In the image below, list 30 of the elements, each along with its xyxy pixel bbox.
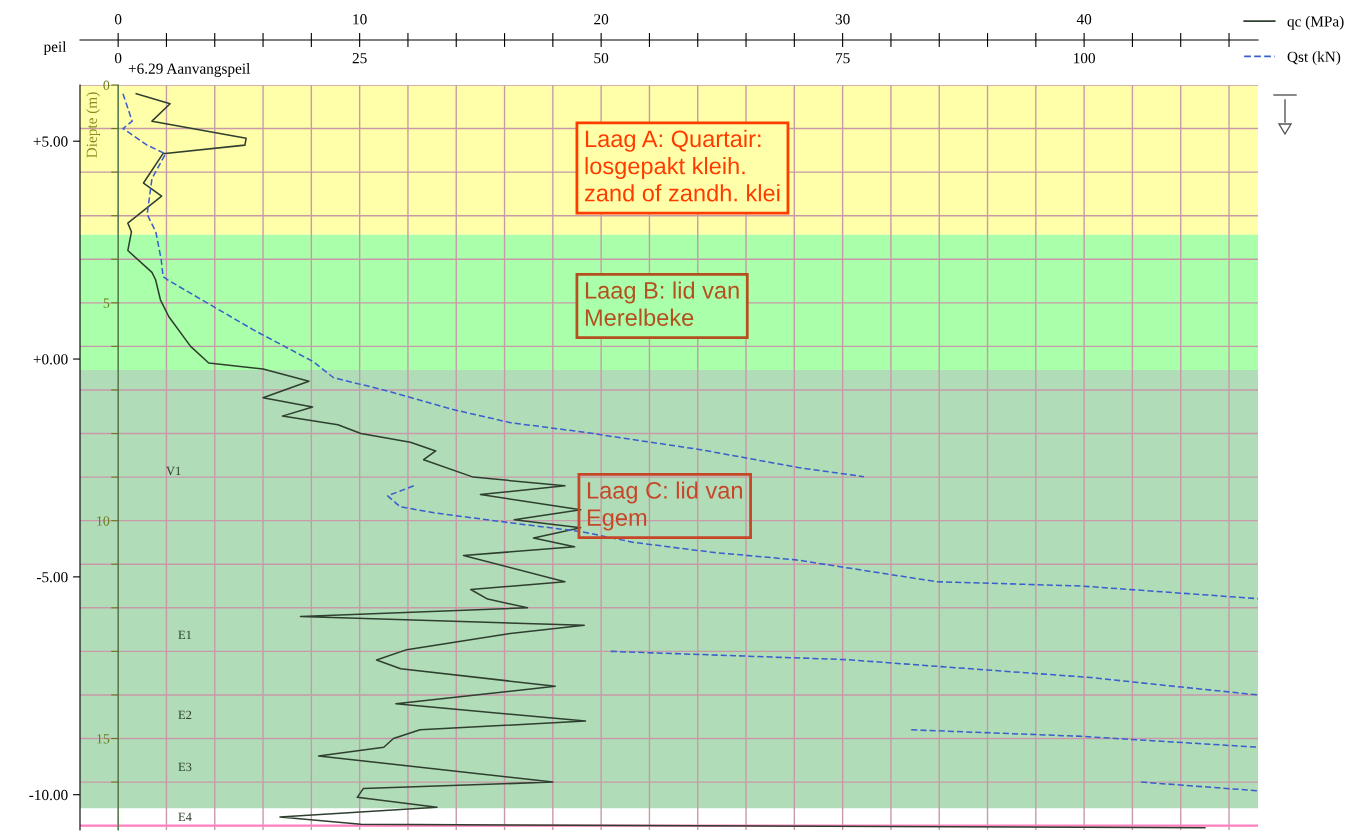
y2-tick-label: +5.00 [33,136,68,147]
legend-label: qc (MPa) [1287,15,1344,30]
x2-tick-label: 100 [1074,52,1095,64]
y-tick-label: 15 [97,734,110,744]
annotation: E1 [178,630,192,640]
annotation: Laag A: Quartair: losgepakt kleih. zand of zandh. klei [584,129,780,202]
y2-axis-title: peil [43,41,67,55]
x-tick-label: 10 [353,14,367,25]
annotation: E2 [178,710,192,720]
annotation: Laag C: lid van Egem [587,481,742,531]
annotation: E4 [178,812,192,822]
x-tick-label: 40 [1076,14,1092,25]
annotation: Laag B: lid van Merelbeke [585,281,739,326]
x2-tick-label: 0 [114,52,122,64]
text: +6.29 Aanvangspeil [128,63,251,77]
legend-label: Qst (kN) [1287,51,1341,66]
x-tick-label: 0 [114,14,122,25]
y2-tick-label: -5.00 [36,572,68,583]
y2-tick-label: -10.00 [29,789,68,801]
y-axis-title: Diepte (m) [86,92,100,158]
annotation: E3 [178,762,192,772]
x-tick-label: 30 [835,14,850,25]
x2-tick-label: 25 [352,53,367,64]
x2-tick-label: 75 [836,53,850,64]
y-tick-label: 5 [103,298,110,308]
x2-tick-label: 50 [594,52,609,64]
annotation: V1 [166,466,181,476]
y2-tick-label: +0.00 [33,354,68,365]
x-tick-label: 20 [594,14,609,25]
y-tick-label: 10 [97,516,110,526]
